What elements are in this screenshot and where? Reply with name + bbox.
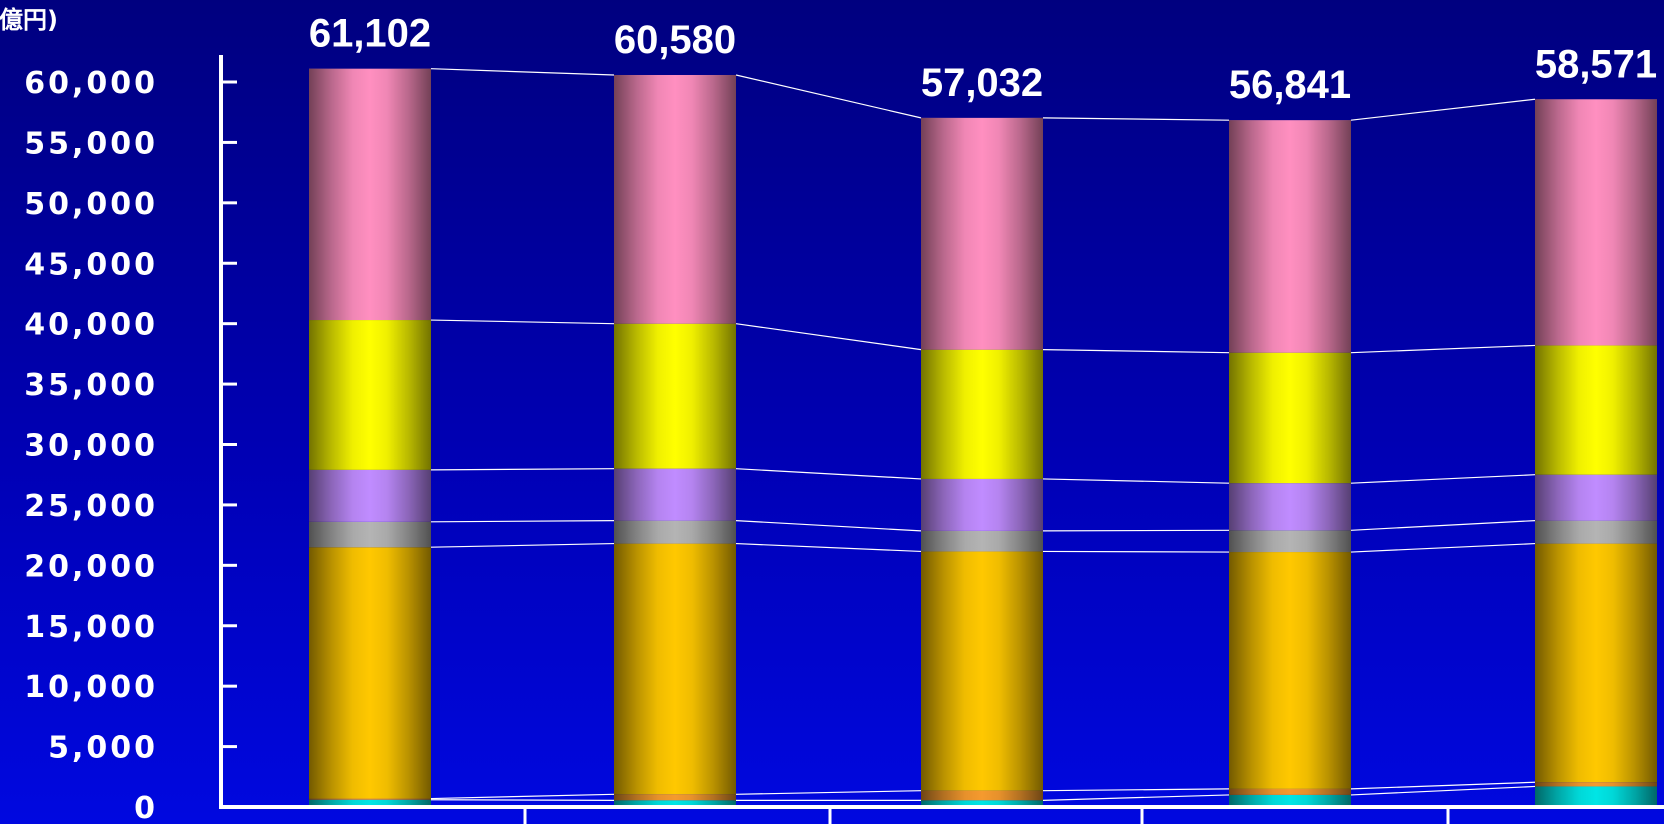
connector-lines: [430, 68, 1536, 801]
connector-line: [430, 542, 615, 548]
y-tick-label: 10,000: [24, 670, 158, 705]
bars: [309, 68, 1657, 808]
y-tick-label: 35,000: [24, 368, 158, 403]
y-tick-labels: 0 5,000 10,000 15,000 20,000 25,000 30,000 35,0…: [24, 66, 158, 824]
connector-line: [735, 520, 922, 532]
bar-shading: [1535, 99, 1657, 807]
connector-line: [735, 790, 922, 795]
axes: [219, 55, 1664, 824]
connector-line: [430, 468, 615, 471]
y-tick-label: 20,000: [24, 549, 158, 584]
y-tick-label: 15,000: [24, 610, 158, 645]
total-labels: 61,102 60,580 57,032 56,841 58,571: [309, 12, 1657, 107]
connector-line: [1042, 550, 1230, 553]
connector-line: [1042, 349, 1230, 354]
connector-line: [430, 319, 615, 325]
total-label: 61,102: [309, 12, 431, 56]
bar-shading: [921, 117, 1043, 807]
connector-line: [735, 323, 922, 351]
bar-shading: [309, 68, 431, 808]
y-tick-label: 55,000: [24, 126, 158, 161]
connector-line: [430, 68, 615, 76]
connector-line: [1042, 529, 1230, 532]
total-label: 57,032: [921, 61, 1043, 105]
connector-line: [430, 520, 615, 523]
total-label: 60,580: [614, 18, 736, 62]
connector-line: [1042, 788, 1230, 792]
connector-line: [1350, 785, 1536, 796]
total-label: 58,571: [1535, 42, 1657, 86]
y-tick-label: 50,000: [24, 187, 158, 222]
y-unit-label: (億円): [0, 6, 58, 34]
bar-shading: [614, 74, 736, 807]
y-tick-label: 40,000: [24, 308, 158, 343]
connector-line: [735, 74, 922, 119]
y-tick-label: 25,000: [24, 489, 158, 524]
connector-line: [1350, 781, 1536, 790]
connector-line: [430, 799, 615, 801]
connector-line: [1350, 344, 1536, 354]
connector-line: [430, 793, 615, 800]
connector-line: [1042, 478, 1230, 484]
y-tick-label: 5,000: [48, 731, 158, 766]
connector-line: [1350, 474, 1536, 484]
bar-shading: [1229, 120, 1351, 807]
y-tick-label: 60,000: [24, 66, 158, 101]
connector-line: [735, 542, 922, 553]
y-tick-label: 0: [134, 791, 158, 824]
connector-line: [1042, 794, 1230, 801]
y-tick-label: 30,000: [24, 429, 158, 464]
connector-line: [1350, 520, 1536, 531]
connector-line: [1350, 98, 1536, 121]
connector-line: [1042, 117, 1230, 121]
total-label: 56,841: [1229, 63, 1351, 107]
y-tick-label: 45,000: [24, 247, 158, 282]
connector-line: [735, 468, 922, 480]
connector-line: [1350, 542, 1536, 553]
